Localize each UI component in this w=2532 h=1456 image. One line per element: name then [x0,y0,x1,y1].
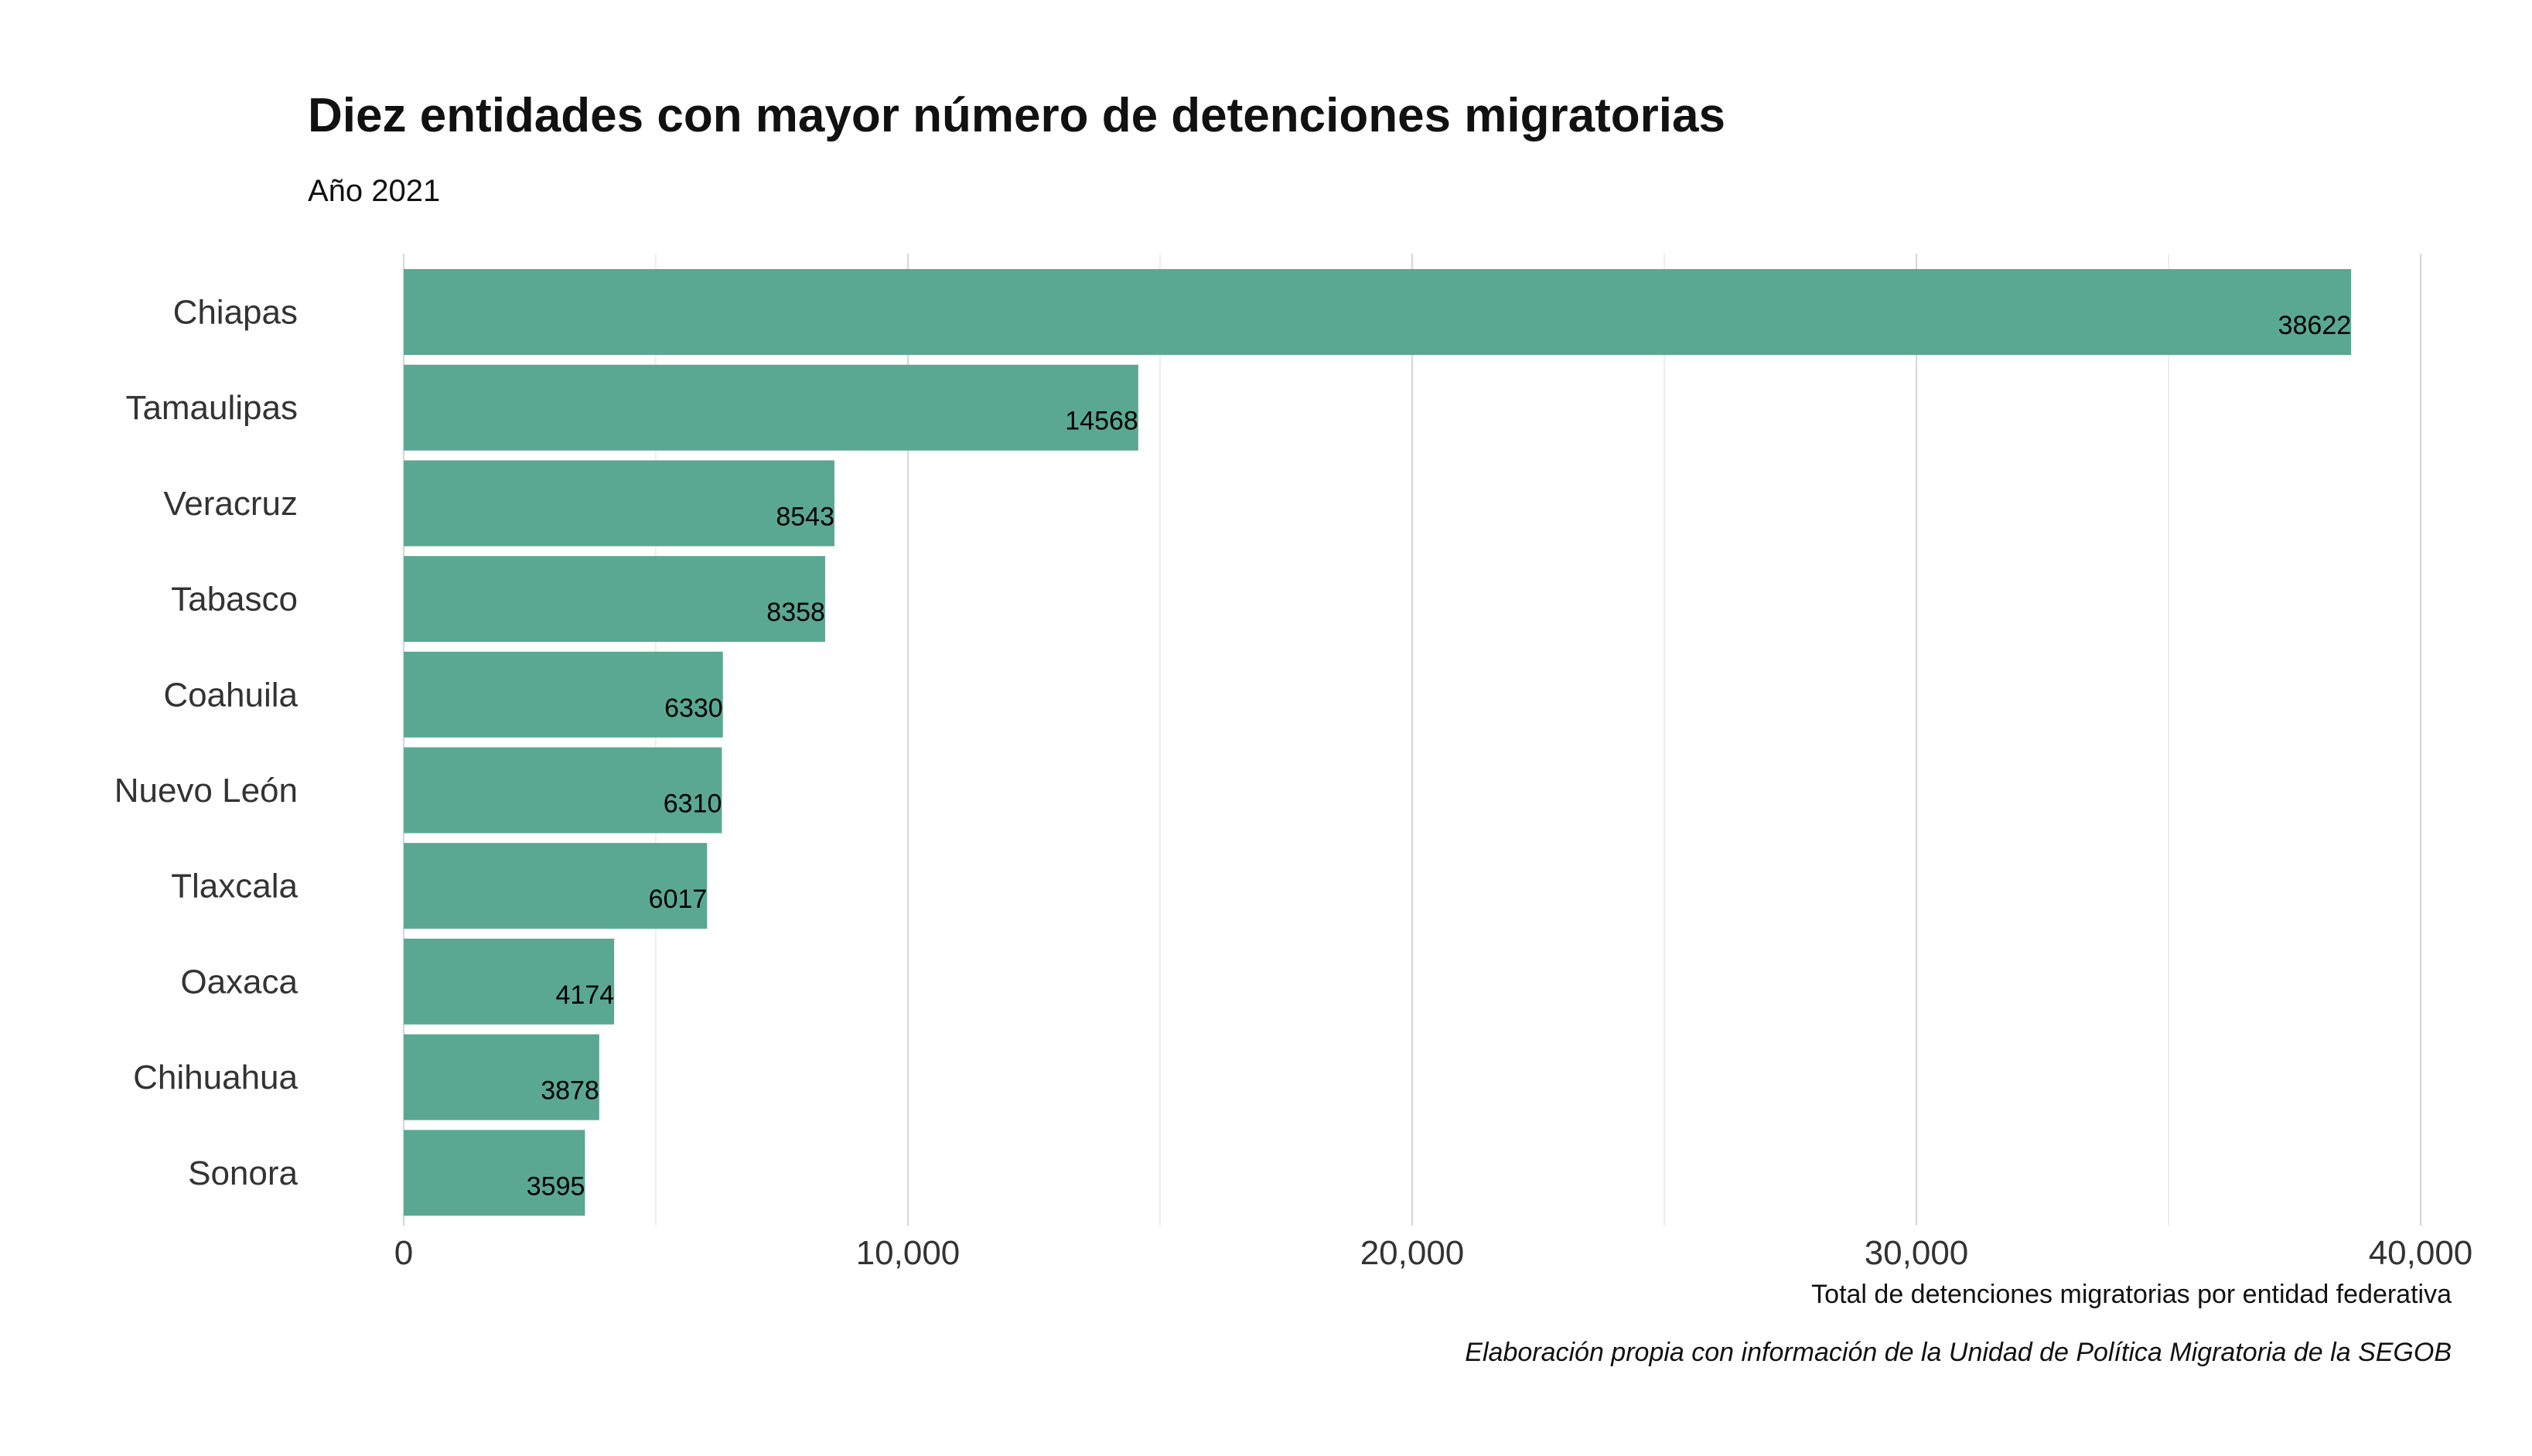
bar-5 [404,747,722,834]
category-label-5: Nuevo León [114,772,298,810]
x-tick-label-0: 0 [394,1234,413,1272]
category-label-3: Tabasco [171,581,298,619]
value-label-0: 38622 [2278,311,2352,340]
x-tick-labels: 0 10,000 20,000 30,000 40,000 [394,1234,2473,1272]
value-label-2: 8543 [776,502,834,531]
bar-8 [404,1034,599,1120]
chart-caption: Elaboración propia con información de la… [1465,1338,2452,1367]
bars [404,269,2352,1216]
x-axis-label: Total de detenciones migratorias por ent… [1811,1280,2452,1309]
chart-subtitle: Año 2021 [308,174,440,208]
x-tick-label-1: 10,000 [856,1234,961,1272]
bar-7 [404,938,615,1025]
value-label-7: 4174 [556,980,615,1010]
category-label-4: Coahuila [163,676,298,714]
category-label-7: Oaxaca [180,963,298,1001]
value-label-1: 14568 [1065,407,1138,436]
bar-6 [404,843,708,929]
category-label-2: Veracruz [163,485,298,523]
bar-2 [404,460,835,547]
bar-3 [404,556,825,643]
x-tick-label-3: 30,000 [1865,1234,1969,1272]
value-label-4: 6330 [664,694,723,723]
bar-0 [404,269,2352,355]
chart-title: Diez entidades con mayor número de deten… [308,89,1725,142]
bar-1 [404,364,1138,451]
value-label-5: 6310 [664,789,722,819]
category-labels: Chiapas Tamaulipas Veracruz Tabasco Coahuila… [114,294,299,1192]
bar-4 [404,651,723,738]
x-tick-label-4: 40,000 [2369,1234,2473,1272]
category-label-6: Tlaxcala [171,868,298,905]
category-label-9: Sonora [188,1154,298,1192]
value-label-3: 8358 [766,598,825,627]
bar-9 [404,1130,585,1216]
value-label-6: 6017 [649,885,708,914]
category-label-8: Chihuahua [133,1059,298,1096]
value-label-8: 3878 [541,1076,599,1106]
value-labels: 38622 14568 8543 8358 6330 6310 6017 4174 3878 35… [527,311,2351,1201]
category-label-0: Chiapas [173,294,298,332]
value-label-9: 3595 [527,1171,585,1201]
x-tick-label-2: 20,000 [1360,1234,1465,1272]
category-label-1: Tamaulipas [125,389,298,427]
